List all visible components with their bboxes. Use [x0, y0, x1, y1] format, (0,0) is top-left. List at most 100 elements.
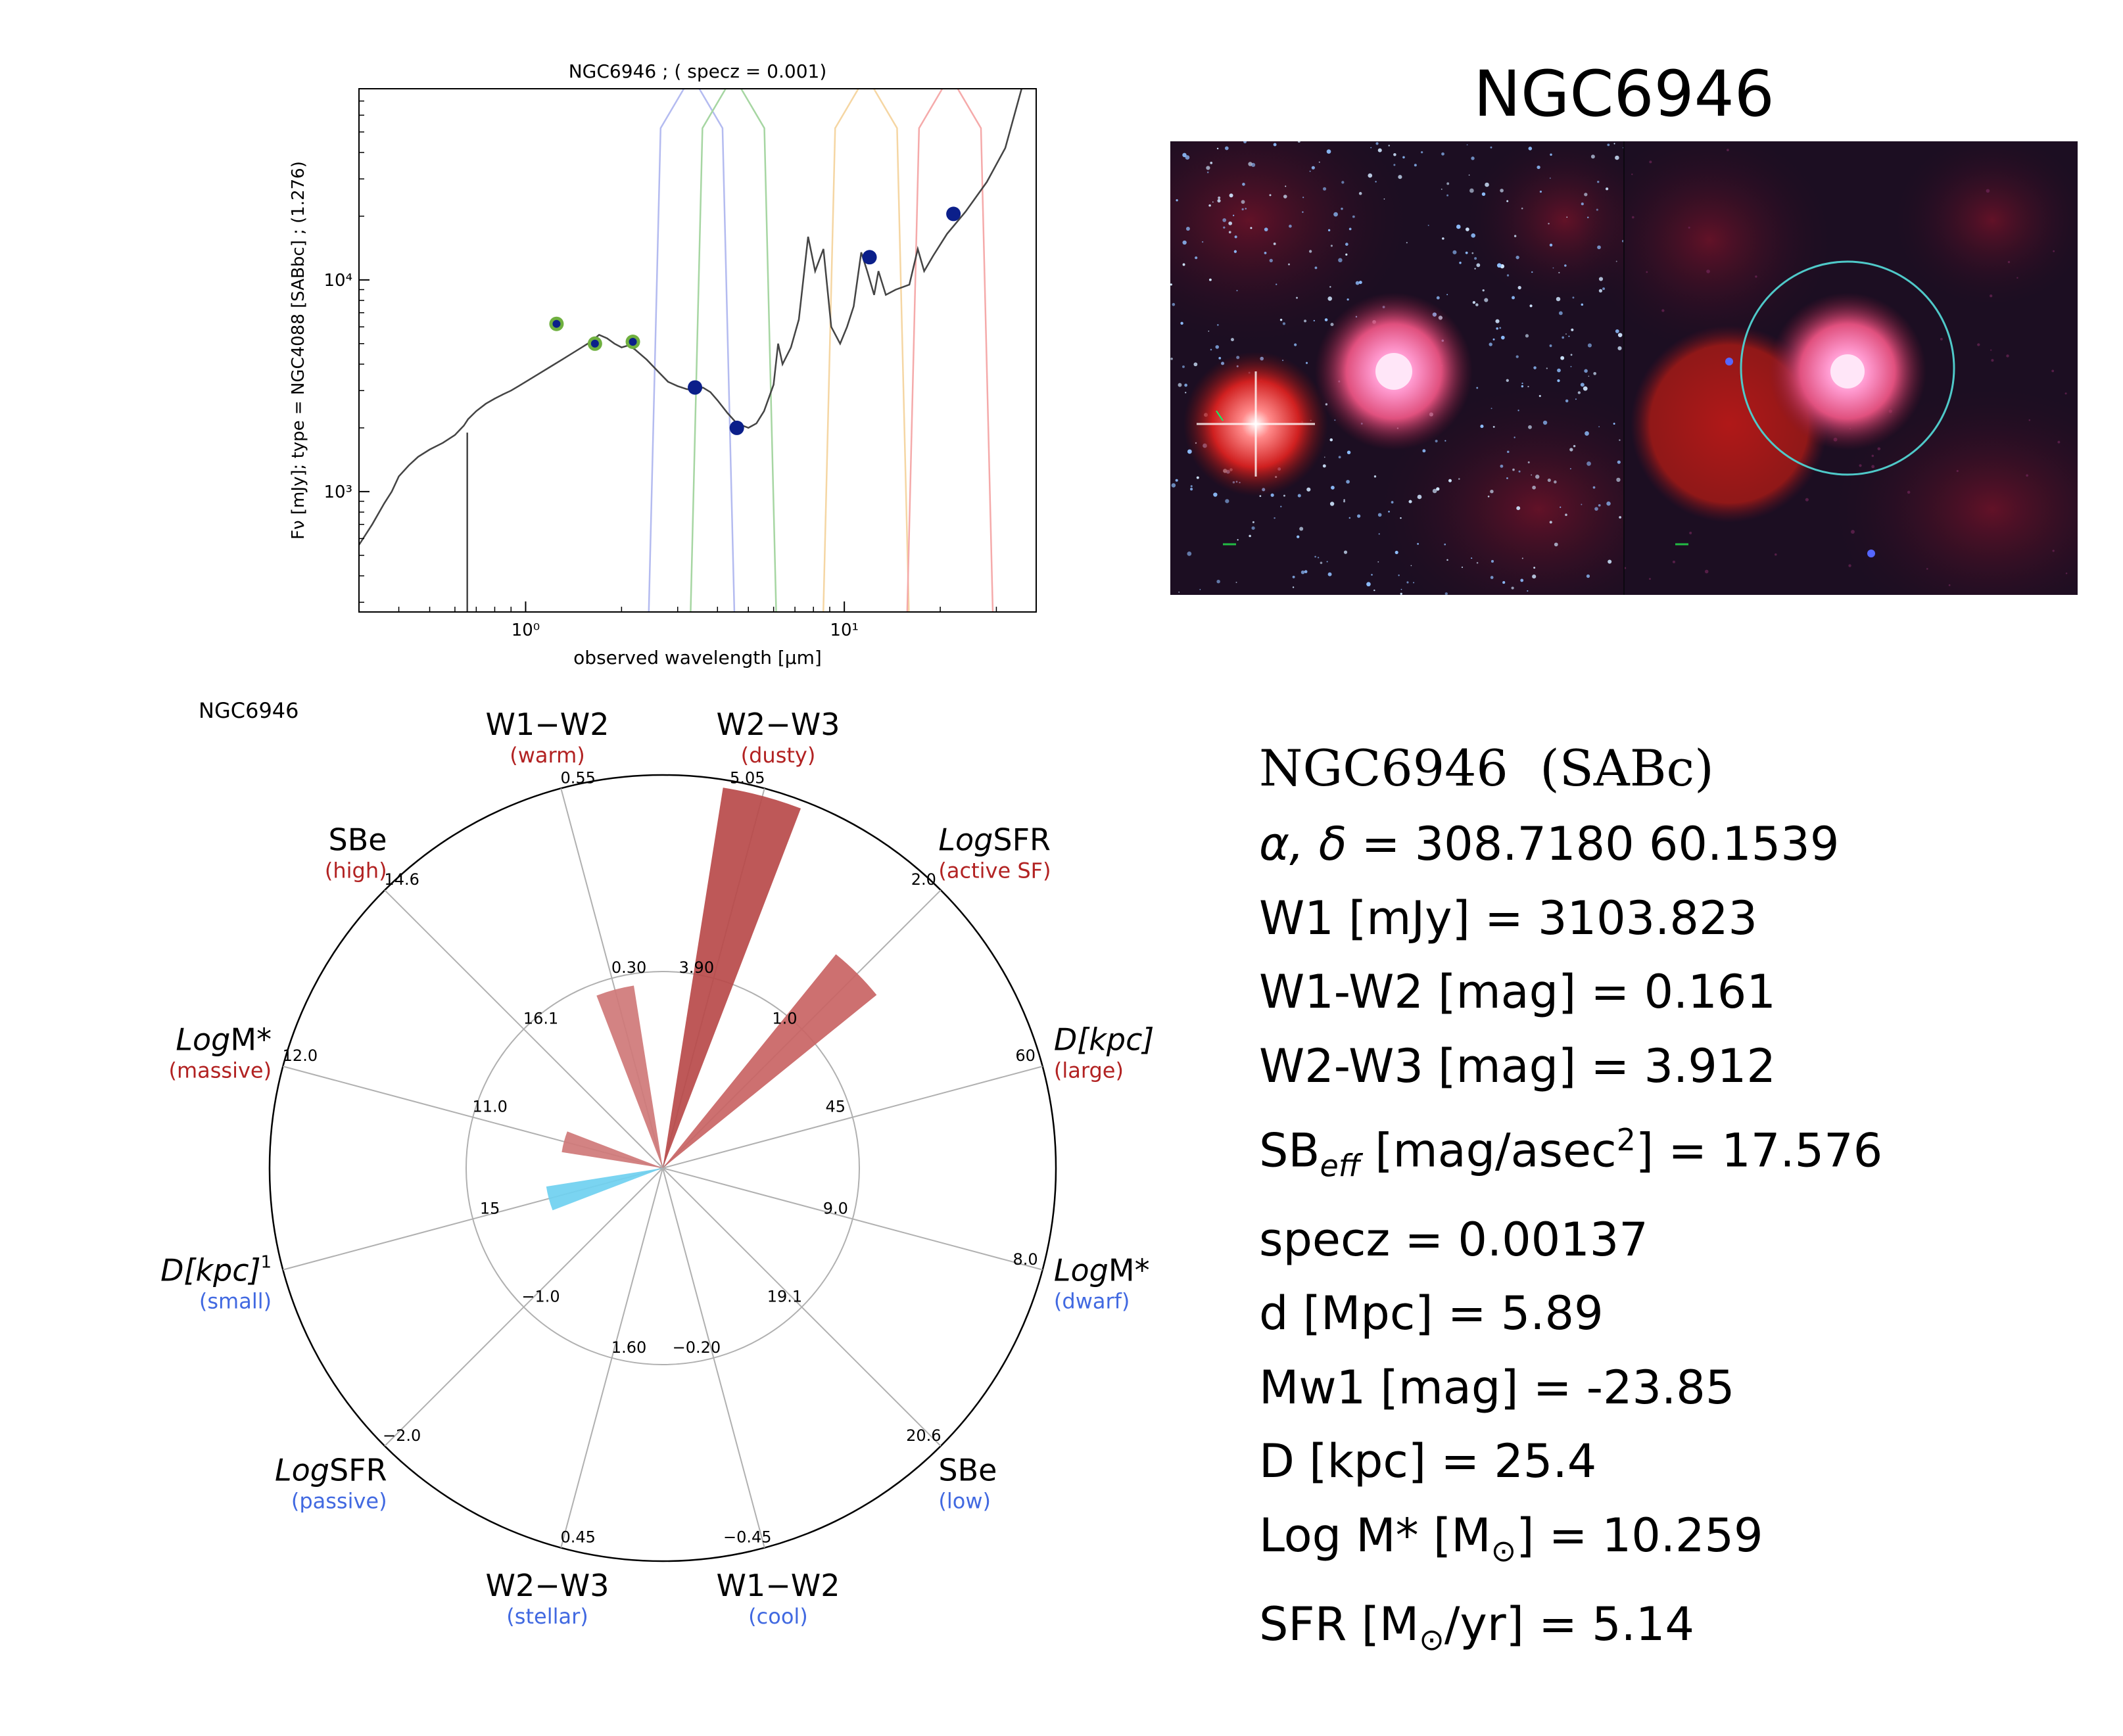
star: [1343, 550, 1348, 554]
sfr-sun: ⊙: [1419, 1622, 1444, 1658]
star: [1213, 492, 1218, 497]
star: [1273, 143, 1277, 147]
star: [1346, 480, 1350, 484]
star: [1274, 517, 1276, 519]
star: [1456, 224, 1461, 229]
star: [1322, 464, 1326, 468]
star: [1180, 321, 1183, 325]
logm-prefix: Log M* [M: [1259, 1508, 1491, 1562]
star: [1264, 251, 1267, 254]
star: [1402, 156, 1405, 159]
faint-source: [1851, 530, 1855, 534]
star: [1252, 521, 1254, 523]
y-tick-label: 10⁴: [323, 271, 352, 291]
star: [1300, 570, 1305, 575]
star: [1528, 147, 1533, 151]
faint-source: [1632, 216, 1634, 219]
radar-bar: [546, 1168, 663, 1211]
star: [1466, 144, 1468, 146]
star: [1480, 425, 1484, 429]
radar-tick-label: 20.6: [906, 1426, 941, 1445]
star: [1617, 346, 1622, 350]
star: [1476, 387, 1479, 389]
star: [1345, 243, 1348, 246]
star: [1216, 324, 1219, 326]
star: [1330, 245, 1333, 247]
star: [1322, 187, 1327, 191]
radar-tick-label: 60: [1015, 1046, 1036, 1065]
star: [1355, 281, 1360, 285]
star: [1182, 365, 1185, 368]
star: [1446, 194, 1449, 197]
stellar-mass: Log M* [M⊙] = 10.259: [1259, 1499, 2081, 1588]
star: [1521, 207, 1523, 210]
star: [1459, 262, 1462, 264]
star: [1182, 263, 1185, 266]
star: [1490, 146, 1492, 149]
radar-tick-labels: 3.90 5.05 1.0 2.0 45 60 9.0 8.0 19.1 20.6 −0.20 −0.…: [283, 768, 1038, 1546]
faint-source: [1688, 226, 1690, 229]
galaxy-image-panel: [1170, 141, 2078, 595]
star: [1178, 383, 1182, 387]
radar-axis-label: D[kpc]1: [160, 1252, 272, 1288]
radar-axis-sublabel: (cool): [748, 1604, 808, 1629]
radar-spoke: [662, 1167, 942, 1447]
star: [1520, 578, 1524, 582]
star: [1329, 502, 1335, 506]
star: [1400, 592, 1402, 595]
sed-frame: [358, 88, 1037, 613]
faint-source: [1805, 498, 1809, 502]
radar-tick-label: 2.0: [911, 870, 936, 889]
point-2mass-core: [552, 319, 561, 328]
star: [1170, 283, 1172, 286]
sfr-value: /yr] = 5.14: [1444, 1597, 1694, 1652]
star: [1565, 399, 1569, 403]
star: [1608, 559, 1612, 564]
star: [1245, 208, 1247, 210]
star: [1170, 358, 1173, 360]
star: [1584, 369, 1588, 373]
star: [1592, 486, 1596, 489]
radar-tick-label: 0.55: [561, 768, 596, 787]
star: [1212, 201, 1214, 203]
distance: d [Mpc] = 5.89: [1259, 1286, 1604, 1341]
radar-tick-label: −0.45: [723, 1528, 772, 1547]
star: [1347, 450, 1351, 454]
star: [1224, 146, 1229, 151]
star: [1348, 517, 1351, 519]
sed-ylabel: Fν [mJy]; type = NGC4088 [SABbc] ; (1.27…: [289, 161, 308, 540]
star: [1565, 333, 1567, 335]
star: [1525, 334, 1529, 338]
star: [1216, 147, 1219, 150]
star: [1560, 356, 1565, 360]
star: [1358, 192, 1362, 195]
star: [1471, 252, 1474, 254]
star: [1442, 237, 1444, 240]
star: [1378, 533, 1380, 535]
star: [1584, 193, 1588, 197]
star: [1228, 231, 1231, 234]
star: [1338, 258, 1343, 263]
y-tick-label: 10³: [323, 482, 352, 502]
photometry-aperture: [1740, 260, 1955, 476]
faint-source: [1990, 349, 1992, 351]
star: [1251, 526, 1255, 530]
filter-curves: [648, 89, 994, 612]
sb-sup: 2: [1616, 1122, 1636, 1158]
radar-tick-label: 8.0: [1013, 1250, 1038, 1269]
logm-value: ] = 10.259: [1516, 1508, 1763, 1562]
faint-source: [1689, 531, 1692, 534]
star: [1236, 289, 1238, 292]
faint-source: [1706, 270, 1710, 273]
star: [1375, 142, 1379, 145]
star: [1436, 487, 1440, 491]
star: [1446, 294, 1448, 296]
radar-axis-sublabel: (high): [325, 858, 387, 883]
star: [1474, 268, 1476, 270]
star: [1338, 456, 1341, 459]
star: [1531, 474, 1533, 476]
star: [1395, 550, 1398, 554]
star-formation-rate: SFR [M⊙/yr] = 5.14: [1259, 1587, 2081, 1677]
star: [1490, 576, 1494, 579]
filter-curve-w4: [906, 89, 994, 612]
